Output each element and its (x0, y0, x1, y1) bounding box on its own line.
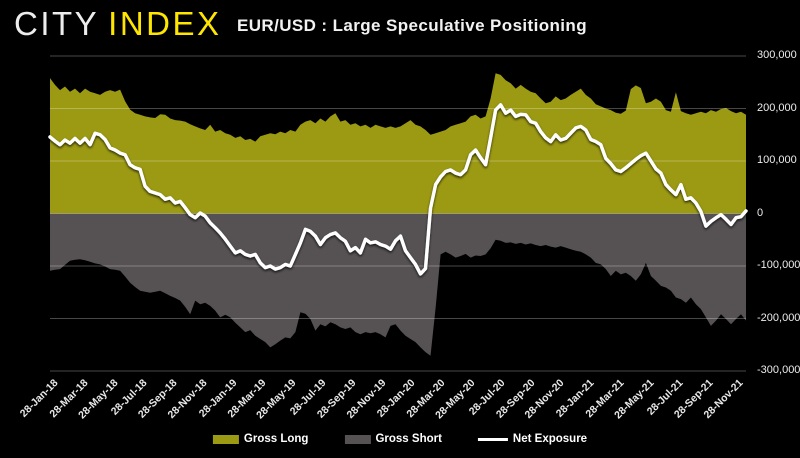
legend: Gross Long Gross Short Net Exposure (212, 433, 588, 445)
y-tick-label: 0 (757, 206, 764, 219)
legend-item-gross-short: Gross Short (344, 433, 442, 445)
gross-long-swatch (212, 434, 239, 444)
gross-short-area (50, 213, 746, 356)
net-exposure-swatch (477, 437, 508, 441)
legend-item-gross-long: Gross Long (212, 433, 309, 445)
legend-label-net-exposure: Net Exposure (512, 433, 588, 445)
brand-logo: CITY INDEX (14, 5, 222, 43)
legend-label-gross-long: Gross Long (243, 433, 309, 445)
gross-long-area (50, 73, 746, 214)
y-tick-label: 300,000 (757, 49, 797, 61)
brand-city-text: CITY (14, 5, 100, 42)
y-tick-label: -100,000 (757, 259, 800, 271)
y-tick-label: 100,000 (757, 154, 797, 166)
y-tick-label: -300,000 (757, 364, 800, 376)
page-title: EUR/USD : Large Speculative Positioning (237, 16, 587, 35)
legend-label-gross-short: Gross Short (375, 433, 442, 445)
y-tick-label: -200,000 (757, 311, 800, 324)
legend-item-net-exposure: Net Exposure (477, 433, 588, 445)
y-tick-label: 200,000 (757, 101, 797, 114)
gross-short-swatch (344, 434, 371, 444)
brand-index-text: INDEX (108, 5, 222, 42)
net-exposure-line (48, 103, 748, 276)
